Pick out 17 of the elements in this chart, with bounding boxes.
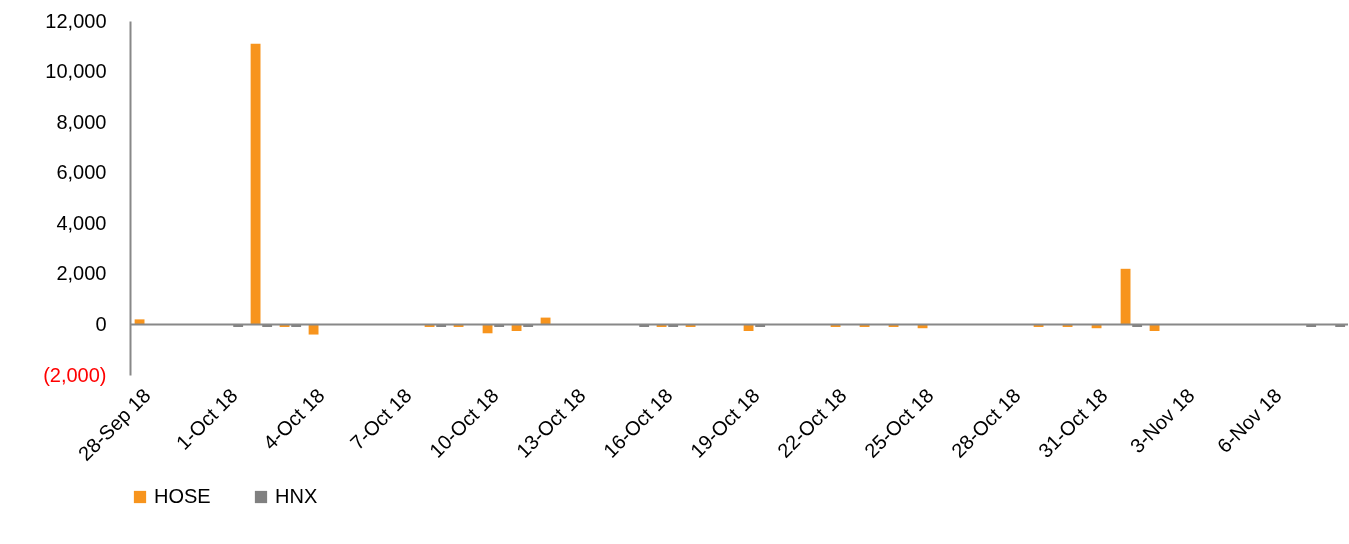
bar: [308, 324, 319, 335]
y-tick-label: 6,000: [56, 161, 107, 184]
legend-label: HOSE: [154, 485, 211, 507]
bar: [250, 43, 261, 325]
y-tick-label: 2,000: [56, 262, 107, 285]
bar: [511, 324, 522, 331]
y-tick-label: 12,000: [45, 9, 107, 32]
y-tick-label: 10,000: [45, 60, 107, 83]
legend-label: HNX: [275, 485, 318, 507]
bar: [1149, 324, 1160, 331]
y-tick-label: 4,000: [56, 211, 107, 234]
bar: [1120, 268, 1131, 325]
bar: [743, 324, 754, 331]
bar: [482, 324, 493, 334]
y-tick-label: 8,000: [56, 110, 107, 133]
y-tick-label: 0: [95, 312, 107, 335]
y-tick-label: (2,000): [43, 363, 107, 386]
